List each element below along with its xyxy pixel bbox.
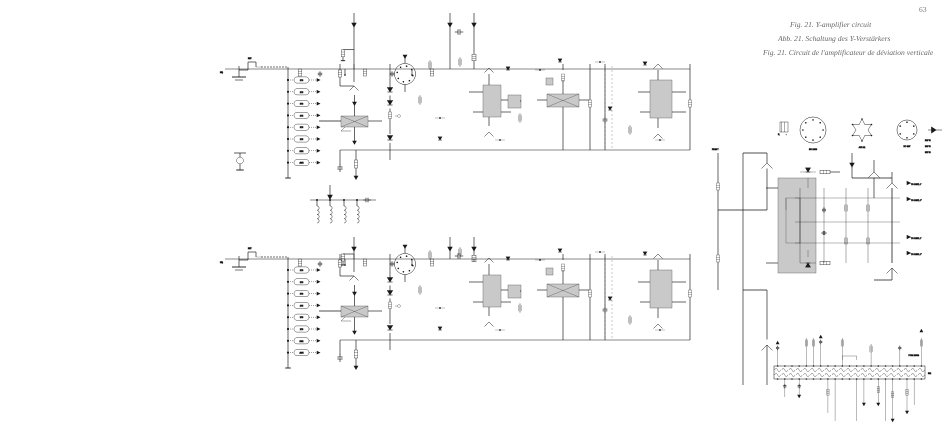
svg-text:R117: R117 [248, 58, 252, 60]
svg-text:R117: R117 [248, 248, 252, 250]
svg-text:3T5: 3T5 [300, 317, 303, 319]
svg-text:2T5: 2T5 [300, 139, 303, 141]
svg-text:AW5: AW5 [299, 162, 303, 165]
svg-text:EC 1000: EC 1000 [809, 149, 818, 151]
svg-text:2T6: 2T6 [300, 92, 303, 94]
svg-text:FROM Y: FROM Y [712, 149, 719, 151]
svg-text:1T6: 1T6 [300, 270, 303, 272]
svg-text:2T5: 2T5 [300, 329, 303, 331]
svg-text:1W1: 1W1 [300, 151, 304, 153]
svg-text:3T6: 3T6 [300, 294, 303, 296]
svg-text:TO DEFL.Y: TO DEFL.Y [911, 238, 922, 240]
svg-text:BAY 39: BAY 39 [925, 145, 931, 148]
svg-text:BAY 38: BAY 38 [925, 139, 931, 142]
svg-text:1T6: 1T6 [300, 80, 303, 82]
svg-text:1T5: 1T5 [300, 115, 303, 117]
svg-text:M1): M1) [220, 72, 223, 74]
svg-text:3T6: 3T6 [300, 104, 303, 106]
svg-text:1W1: 1W1 [300, 341, 304, 343]
svg-text:2T6: 2T6 [300, 282, 303, 284]
svg-text:1T5: 1T5 [300, 305, 303, 307]
svg-text:TO DEFL.Y': TO DEFL.Y' [911, 200, 922, 202]
svg-text:BZY 88: BZY 88 [925, 152, 931, 154]
svg-text:B12: B12 [928, 373, 931, 375]
svg-text:TO DEFL.Y': TO DEFL.Y' [911, 254, 922, 256]
svg-text:AW5: AW5 [299, 352, 303, 355]
svg-text:M1): M1) [220, 262, 223, 264]
svg-text:TO DEFL.Y: TO DEFL.Y [911, 184, 922, 186]
svg-text:PCM 26034: PCM 26034 [908, 355, 919, 357]
svg-text:AF2 11: AF2 11 [859, 146, 866, 149]
svg-text:3T5: 3T5 [300, 127, 303, 129]
svg-text:BC 107: BC 107 [904, 146, 912, 148]
